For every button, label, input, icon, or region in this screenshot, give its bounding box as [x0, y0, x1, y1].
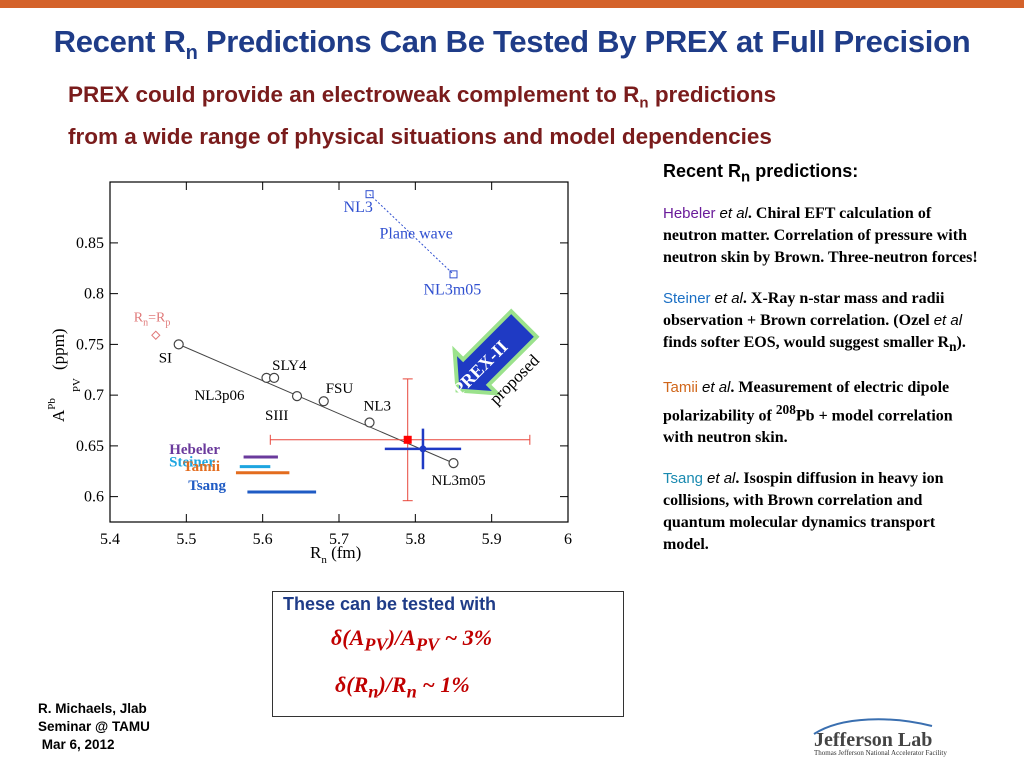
y-tick-label: 0.85 — [76, 235, 104, 252]
apv-precision-equation: δ(APV)/APV ~ 3% — [331, 625, 493, 655]
constraint-label: Hebeler — [169, 442, 220, 458]
y-tick-label: 0.75 — [76, 336, 104, 353]
constraint-label: Tsang — [188, 478, 226, 494]
model-label: FSU — [326, 381, 354, 397]
plane-wave-point-label: NL3m05 — [424, 281, 482, 298]
rn-eq-rp-point — [151, 330, 161, 340]
y-tick-label: 0.7 — [84, 387, 104, 404]
model-point — [364, 417, 375, 428]
constraint-label: Steiner — [169, 455, 215, 471]
predictions-heading: Recent Rn predictions: — [663, 161, 859, 186]
svg-text:Jefferson Lab: Jefferson Lab — [814, 729, 932, 751]
footer-line-2: Seminar @ TAMU — [38, 719, 150, 734]
x-axis-label: Rn (fm) — [310, 543, 361, 566]
precision-box: These can be tested with δ(APV)/APV ~ 3%… — [272, 591, 624, 717]
rn-apv-chart: 5.4 5.5 5.6 5.7 5.8 5.9 6 0.6 0.65 0.7 0.75 0.8 0.85… — [46, 181, 572, 566]
plane-wave-point-label: NL3 — [344, 199, 373, 216]
footer-credit: R. Michaels, Jlab Seminar @ TAMU Mar 6, … — [38, 700, 150, 754]
model-label: SIII — [265, 408, 288, 424]
model-point — [318, 396, 329, 407]
prediction-tamii: Tamii et al. Measurement of electric dip… — [663, 378, 953, 447]
x-tick-label: 5.6 — [253, 531, 273, 548]
y-tick-label: 0.8 — [84, 286, 104, 303]
model-label: SI — [159, 350, 172, 366]
x-tick-label: 5.8 — [405, 531, 425, 548]
svg-text:Thomas Jefferson National Acce: Thomas Jefferson National Accelerator Fa… — [814, 749, 947, 757]
constraint-label: Tamii — [183, 459, 220, 475]
prediction-hebeler: Hebeler et al. Chiral EFT calculation of… — [663, 204, 978, 266]
model-point — [173, 339, 184, 350]
prediction-tsang: Tsang et al. Isospin diffusion in heavy … — [663, 470, 944, 554]
x-tick-label: 5.5 — [176, 531, 196, 548]
model-label: SLY4 — [272, 358, 307, 374]
prex-ii-arrow: PREX-II proposed — [449, 308, 543, 408]
jefferson-lab-logo: Jefferson Lab Thomas Jefferson National … — [813, 718, 947, 757]
prediction-steiner: Steiner et al. X-Ray n-star mass and rad… — [663, 289, 966, 354]
axis-ticks: 5.4 5.5 5.6 5.7 5.8 5.9 6 0.6 0.65 0.7 0.75 0.8 0.85 — [76, 182, 572, 548]
plane-wave-label: Plane wave — [380, 226, 453, 243]
plane-wave-line — [369, 193, 454, 275]
model-point — [448, 458, 459, 469]
model-point — [291, 391, 303, 402]
page-subtitle: PREX could provide an electroweak comple… — [68, 78, 1008, 153]
y-axis-label: APbPV(ppm) — [46, 328, 83, 422]
prex-measured-point — [403, 435, 412, 444]
predictions-list: Recent Rn predictions: Hebeler et al. Ch… — [663, 160, 983, 575]
y-tick-label: 0.6 — [84, 489, 104, 506]
y-tick-label: 0.65 — [76, 438, 104, 455]
precision-box-lead: These can be tested with — [283, 594, 497, 614]
model-label: NL3m05 — [432, 473, 486, 489]
plane-wave-point — [365, 190, 374, 199]
rn-eq-rp-label: Rn=Rp — [134, 310, 171, 328]
x-tick-label: 5.7 — [329, 531, 349, 548]
x-tick-label: 5.4 — [100, 531, 120, 548]
plane-wave-point — [449, 270, 458, 279]
x-tick-label: 6 — [564, 531, 572, 548]
top-accent-bar — [0, 0, 1024, 8]
footer-line-1: R. Michaels, Jlab — [38, 701, 147, 716]
model-label: NL3 — [364, 399, 392, 415]
prex-proposed-point — [419, 445, 427, 453]
rn-precision-equation: δ(Rn)/Rn ~ 1% — [335, 672, 470, 702]
page-title: Recent Rn Predictions Can Be Tested By P… — [53, 24, 971, 65]
model-label: NL3p06 — [194, 388, 244, 404]
x-tick-label: 5.9 — [482, 531, 502, 548]
subtitle-line-1: PREX could provide an electroweak comple… — [68, 82, 777, 112]
subtitle-line-2: from a wide range of physical situations… — [68, 123, 772, 149]
model-point — [269, 372, 280, 383]
footer-line-3: Mar 6, 2012 — [38, 737, 115, 752]
chart-series: SI NL3p06 SLY4 SIII FSU NL3 NL3m05 NL3 NL3m05 Pla… — [134, 190, 531, 502]
